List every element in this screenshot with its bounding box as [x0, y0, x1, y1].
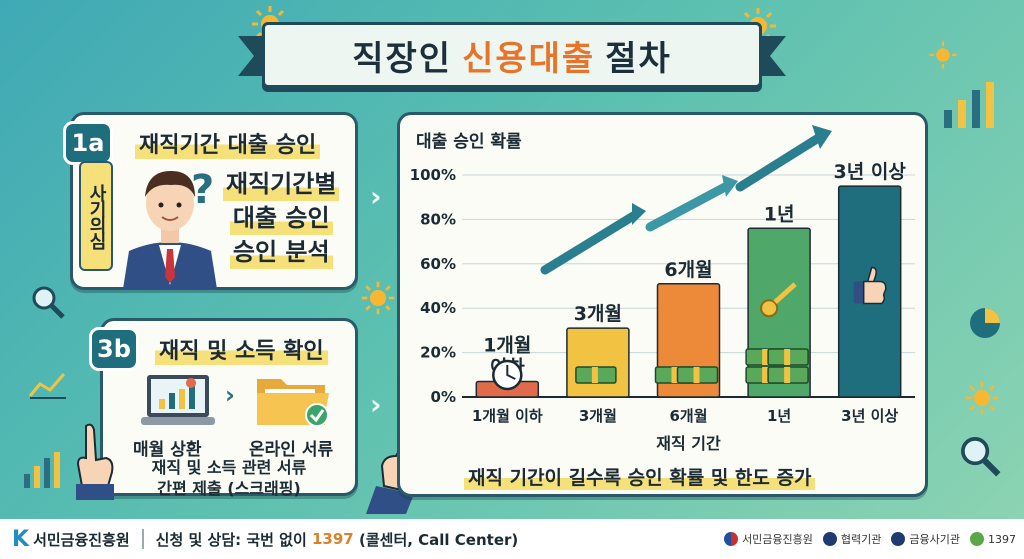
pie-chart-icon	[970, 308, 1000, 338]
money-band	[762, 367, 769, 383]
footer-divider	[141, 529, 144, 549]
chart-caption: 재직 기간이 길수록 승인 확률 및 한도 증가	[464, 463, 816, 490]
org-logo: K 서민금융진흥원	[12, 527, 130, 552]
analysis-line1: 재직기간별	[223, 167, 340, 201]
footer: K 서민금융진흥원 신청 및 상담: 국번 없이 1397 (콜센터, Call…	[0, 519, 1024, 559]
laptop-icon	[141, 375, 215, 425]
folder-icon	[257, 379, 329, 427]
trend-arrow-segment	[540, 210, 640, 275]
title-part1: 직장인	[352, 38, 453, 79]
approval-rate-chart: 0%20%40%60%80%100%1개월이하1개월 이하3개월3개월6개월6개…	[410, 125, 915, 453]
key-icon	[760, 299, 779, 318]
page-title: 직장인 신용대출 절차	[262, 22, 762, 88]
pointing-hand-icon	[76, 423, 114, 500]
clock-hands	[506, 365, 516, 380]
trend-arrow-segment	[735, 132, 825, 192]
x-axis-title: 재직 기간	[656, 434, 721, 453]
businessman-icon	[123, 171, 217, 289]
sun-icon	[965, 381, 999, 415]
partner-label: 협력기관	[840, 533, 882, 546]
step1-card: 1a 재직기간 대출 승인 사기의심 ? 재직기간별 대출 승인 승인 분석	[63, 112, 358, 290]
item-monthly-repayment: 매월 상환	[133, 440, 202, 460]
x-tick-label: 1년	[767, 407, 791, 425]
partner-label: 1397	[988, 532, 1016, 546]
chart-card: 대출 승인 확률 0%20%40%60%80%100%1개월이하1개월 이하3개…	[397, 112, 928, 497]
sun-icon	[361, 281, 395, 315]
contact-prefix: 신청 및 상담: 국번 없이	[155, 530, 307, 549]
org-logo-icon: K	[12, 526, 30, 552]
partner-item: 금융사기관	[891, 531, 960, 547]
trend-arrow-head	[812, 125, 832, 149]
contact-number[interactable]: 1397	[312, 530, 354, 548]
step2-card: 3b 재직 및 소득 확인 › 매월 상환 온라인 서류 재직 및 소득 관련 …	[89, 318, 358, 499]
contact-suffix: (콜센터, Call Center)	[358, 530, 519, 549]
bar-label: 1개월	[483, 334, 531, 356]
bar-chart-icon	[944, 82, 994, 128]
thumbs-up-icon	[862, 266, 887, 305]
trend-arrow-segment	[645, 182, 730, 232]
partner-logos: 서민금융진흥원 협력기관 금융사기관 1397	[724, 531, 1016, 547]
partner-item: 서민금융진흥원	[724, 531, 813, 547]
emblem-icon	[822, 532, 837, 546]
chevron-right-icon: ›	[225, 381, 235, 409]
chart-y-title: 대출 승인 확률	[416, 132, 522, 152]
money-band	[693, 367, 700, 383]
bar-chart-icon	[24, 452, 60, 488]
question-mark-icon: ?	[191, 167, 215, 213]
money-band	[671, 367, 678, 383]
analysis-line2: 대출 승인	[229, 201, 333, 235]
y-tick-label: 60%	[420, 255, 456, 273]
key-shaft	[773, 282, 797, 305]
org-name: 서민금융진흥원	[33, 530, 130, 549]
bar-label: 3년 이상	[834, 161, 907, 183]
line-chart-icon	[28, 373, 66, 399]
y-tick-label: 20%	[420, 344, 456, 362]
money-band	[784, 349, 791, 365]
sun-icon	[929, 41, 957, 69]
y-tick-label: 100%	[410, 166, 456, 184]
x-tick-label: 6개월	[669, 407, 707, 425]
x-tick-label: 1개월 이하	[472, 407, 543, 425]
partner-label: 금융사기관	[909, 533, 960, 546]
step1-tag: 사기의심	[79, 161, 113, 271]
step1-badge: 1a	[63, 121, 113, 165]
chevron-right-icon: ›	[370, 388, 382, 421]
money-band	[784, 367, 791, 383]
step1-analysis: 재직기간별 대출 승인 승인 분석	[223, 167, 340, 269]
title-part2: 절차	[605, 38, 672, 79]
chevron-right-icon: ›	[370, 180, 382, 213]
bar	[566, 327, 630, 398]
money-band	[591, 367, 598, 383]
step1-title: 재직기간 대출 승인	[135, 127, 321, 159]
step2-badge: 3b	[89, 327, 139, 371]
desc-line2: 간편 제출 (스크래핑)	[157, 479, 301, 498]
title-highlight: 신용대출	[462, 38, 596, 79]
trend-arrow-head	[632, 203, 646, 225]
bar-label: 3개월	[574, 303, 622, 325]
step2-title: 재직 및 소득 확인	[155, 333, 328, 365]
item-online-documents: 온라인 서류	[249, 440, 334, 460]
step2-desc: 재직 및 소득 관련 서류 간편 제출 (스크래핑)	[113, 457, 345, 499]
emblem-icon	[891, 532, 906, 546]
bar-label: 6개월	[664, 259, 712, 281]
thumbs-up-cuff	[853, 281, 864, 304]
taegeuk-icon	[724, 532, 739, 546]
analysis-line3: 승인 분석	[229, 235, 333, 269]
money-band	[762, 349, 769, 365]
desc-line1: 재직 및 소득 관련 서류	[151, 458, 307, 477]
x-tick-label: 3개월	[579, 407, 617, 425]
y-tick-label: 0%	[431, 388, 456, 406]
phone-icon	[970, 532, 984, 546]
bar-label: 1년	[764, 203, 795, 225]
partner-item: 1397	[970, 532, 1016, 546]
partner-item: 협력기관	[822, 531, 882, 547]
x-tick-label: 3년 이상	[841, 407, 898, 425]
magnifier-icon	[32, 286, 65, 319]
y-tick-label: 80%	[420, 210, 456, 228]
partner-label: 서민금융진흥원	[742, 533, 813, 546]
trend-arrow-head	[722, 175, 738, 197]
y-tick-label: 40%	[420, 299, 456, 317]
magnifier-icon	[961, 437, 1001, 477]
